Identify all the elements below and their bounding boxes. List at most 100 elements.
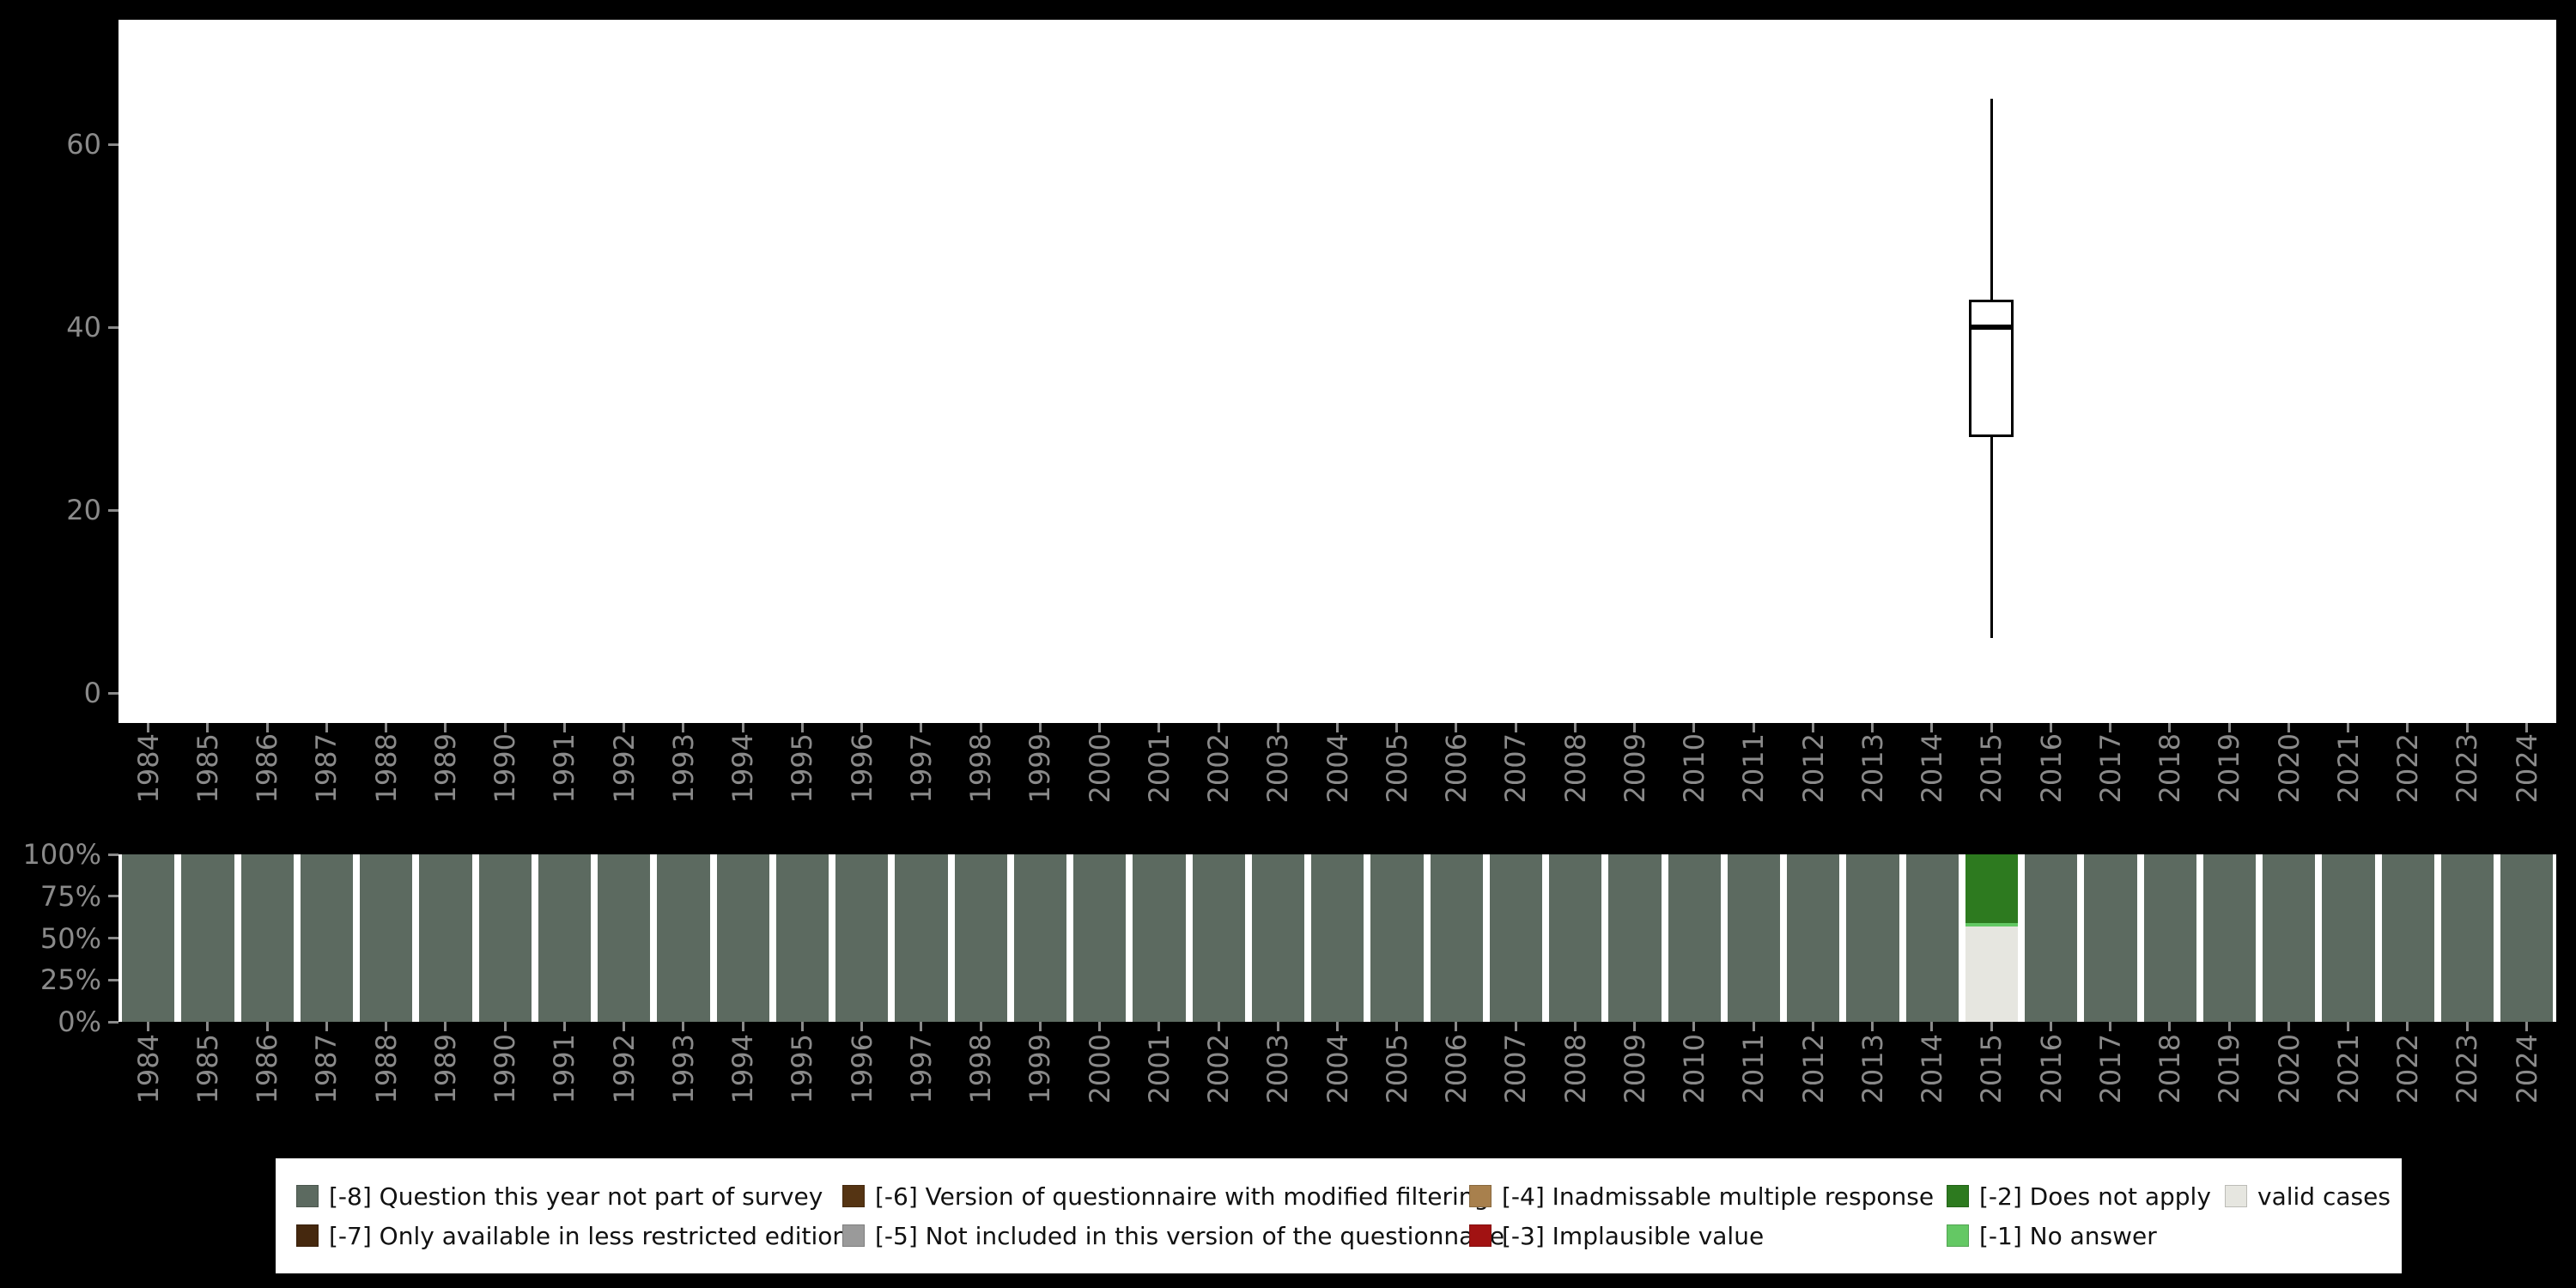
year-tick-label: 2005 — [1380, 733, 1413, 804]
year-axis-slot: 2003 — [1249, 1034, 1308, 1154]
year-tick-label: 2016 — [2034, 1034, 2068, 1104]
year-missing-bar — [118, 854, 178, 1022]
year-missing-bar — [2141, 854, 2200, 1022]
y-axis-tick: 100% — [0, 838, 118, 871]
year-missing-bar — [178, 854, 237, 1022]
year-tick-label: 1987 — [310, 733, 343, 804]
bar-segment — [775, 854, 829, 1022]
tick-mark — [1811, 1022, 1814, 1031]
tick-mark — [1455, 1022, 1458, 1031]
year-tick-label: 2017 — [2093, 733, 2127, 804]
year-tick-label: 1987 — [310, 1034, 343, 1104]
year-tick-label: 2008 — [1558, 733, 1592, 804]
year-tick-label: 1984 — [131, 733, 165, 804]
year-axis-slot: 2001 — [1129, 733, 1188, 854]
year-tick-label: 2001 — [1142, 1034, 1176, 1104]
year-axis-slot: 1986 — [238, 733, 297, 854]
tick-mark — [1455, 723, 1458, 732]
tick-mark — [800, 723, 804, 732]
boxplot-x-axis-years: 1984 1985 1986 1987 1988 1989 1990 1991 … — [118, 733, 2556, 854]
year-missing-bar — [594, 854, 653, 1022]
tick-mark — [1098, 723, 1102, 732]
y-axis-tick: 75% — [0, 880, 118, 913]
year-missing-bar — [238, 854, 297, 1022]
year-axis-slot: 2009 — [1605, 1034, 1664, 1154]
tick-mark — [2227, 1022, 2231, 1031]
tick-mark — [108, 325, 118, 329]
bar-segment — [1251, 854, 1304, 1022]
tick-mark — [503, 1022, 507, 1031]
year-axis-slot: 1989 — [416, 733, 475, 854]
year-tick-label: 1994 — [726, 1034, 760, 1104]
year-axis-slot: 2019 — [2200, 1034, 2259, 1154]
year-tick-label: 1985 — [191, 733, 224, 804]
year-tick-label: 1993 — [666, 1034, 700, 1104]
boxplot-panel — [118, 20, 2556, 723]
legend-swatch — [842, 1185, 865, 1207]
year-axis-slot: 1996 — [832, 733, 891, 854]
year-tick-label: 1995 — [786, 733, 819, 804]
year-tick-label: 2023 — [2451, 1034, 2484, 1104]
year-missing-bar — [1129, 854, 1188, 1022]
tick-mark — [1276, 1022, 1279, 1031]
y-tick-label: 25% — [39, 963, 101, 997]
y-tick-label: 75% — [39, 879, 101, 913]
year-axis-slot: 2016 — [2021, 1034, 2081, 1154]
bar-segment — [1846, 854, 1899, 1022]
bar-segment — [360, 854, 413, 1022]
year-axis-slot: 2011 — [1724, 733, 1783, 854]
y-axis-tick: 40 — [0, 311, 118, 343]
legend-label: [-4] Inadmissable multiple response — [1502, 1182, 1935, 1211]
year-tick-label: 2018 — [2154, 733, 2187, 804]
year-axis-slot: 1985 — [178, 1034, 237, 1154]
year-tick-label: 2003 — [1261, 733, 1295, 804]
year-missing-bar — [653, 854, 713, 1022]
year-axis-slot: 2012 — [1783, 733, 1843, 854]
tick-mark — [2109, 1022, 2112, 1031]
year-axis-slot: 2019 — [2200, 733, 2259, 854]
tick-mark — [108, 508, 118, 512]
bar-segment — [2440, 854, 2494, 1022]
tick-mark — [206, 1022, 210, 1031]
tick-mark — [265, 1022, 269, 1031]
bar-segment — [2500, 854, 2554, 1022]
year-tick-label: 1991 — [548, 733, 581, 804]
tick-mark — [1990, 723, 1993, 732]
year-tick-label: 2020 — [2272, 733, 2306, 804]
tick-mark — [444, 723, 447, 732]
tick-mark — [2347, 723, 2350, 732]
legend-item: [-7] Only available in less restricted e… — [296, 1222, 848, 1250]
year-tick-label: 2021 — [2331, 1034, 2365, 1104]
tick-mark — [741, 723, 744, 732]
year-axis-slot: 2018 — [2141, 1034, 2200, 1154]
bar-segment — [1489, 854, 1542, 1022]
tick-mark — [108, 853, 118, 856]
year-axis-slot: 1990 — [476, 1034, 535, 1154]
tick-mark — [2049, 723, 2052, 732]
year-tick-label: 1990 — [489, 733, 522, 804]
bar-segment — [1430, 854, 1483, 1022]
bar-segment — [1965, 922, 2018, 927]
tick-mark — [325, 723, 328, 732]
legend-label: [-3] Implausible value — [1502, 1221, 1765, 1250]
year-tick-label: 1998 — [964, 733, 998, 804]
year-axis-slot: 2012 — [1783, 1034, 1843, 1154]
year-tick-label: 2004 — [1321, 1034, 1354, 1104]
year-tick-label: 1995 — [786, 1034, 819, 1104]
tick-mark — [503, 723, 507, 732]
legend-label: [-2] Does not apply — [1979, 1182, 2211, 1211]
year-tick-label: 2015 — [1975, 733, 2008, 804]
bar-segment — [1787, 854, 1840, 1022]
missing-values-bars-panel — [118, 854, 2556, 1022]
tick-mark — [1038, 723, 1042, 732]
legend-item: [-6] Version of questionnaire with modif… — [842, 1182, 1504, 1211]
year-tick-label: 1992 — [607, 1034, 641, 1104]
tick-mark — [1217, 1022, 1220, 1031]
year-axis-slot: 2016 — [2021, 733, 2081, 854]
year-tick-label: 2006 — [1440, 733, 1473, 804]
year-tick-label: 2002 — [1202, 733, 1236, 804]
tick-mark — [108, 978, 118, 981]
year-missing-bar — [1962, 854, 2021, 1022]
year-axis-slot: 2003 — [1249, 733, 1308, 854]
year-axis-slot: 1998 — [951, 1034, 1011, 1154]
